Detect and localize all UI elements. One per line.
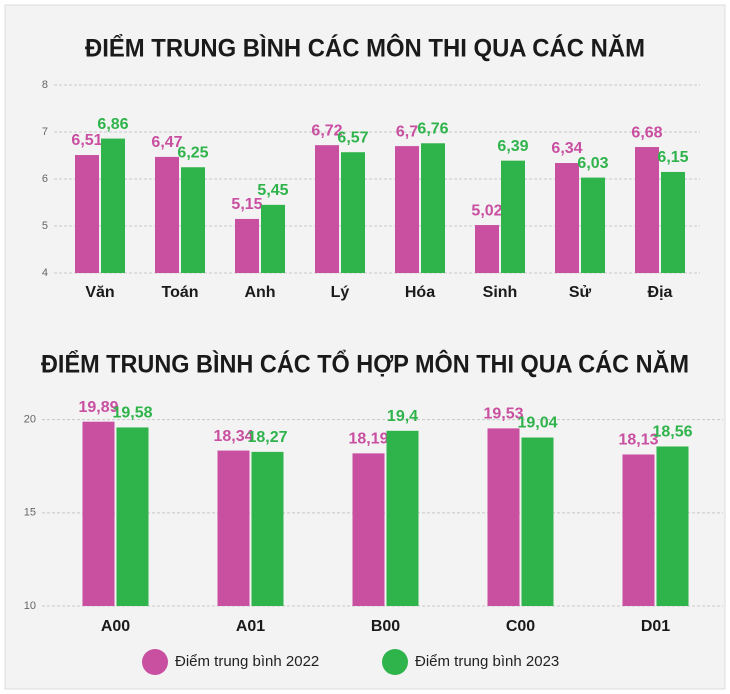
bar — [352, 453, 385, 606]
value-label: 19,58 — [112, 405, 152, 422]
value-label: 18,27 — [247, 429, 287, 446]
y-tick-label: 7 — [42, 126, 48, 138]
bar — [475, 225, 499, 273]
legend-label: Điểm trung bình 2022 — [175, 653, 319, 670]
bar — [315, 145, 339, 273]
y-tick-label: 4 — [42, 267, 48, 279]
bar — [235, 218, 259, 273]
y-tick-label: 20 — [24, 414, 36, 426]
bar — [386, 430, 419, 606]
bar — [501, 160, 525, 273]
value-label: 19,53 — [483, 406, 523, 423]
x-tick-label: Lý — [331, 284, 350, 301]
x-tick-label: Sinh — [483, 284, 518, 301]
bar — [82, 421, 115, 606]
value-label: 6,47 — [151, 134, 182, 151]
chart-title: ĐIỂM TRUNG BÌNH CÁC MÔN THI QUA CÁC NĂM — [85, 33, 645, 63]
bar — [581, 177, 605, 273]
bar — [555, 163, 579, 273]
value-label: 5,45 — [257, 182, 288, 199]
value-label: 6,68 — [631, 124, 662, 141]
bar — [261, 204, 285, 273]
value-label: 5,15 — [231, 196, 262, 213]
bar — [487, 428, 520, 606]
value-label: 6,51 — [71, 132, 102, 149]
bar — [251, 451, 284, 606]
value-label: 19,04 — [517, 415, 557, 432]
bar — [217, 450, 250, 606]
value-label: 18,19 — [348, 431, 388, 448]
x-tick-label: Văn — [85, 284, 114, 301]
value-label: 6,76 — [417, 120, 448, 137]
bar — [155, 156, 179, 273]
value-label: 6,15 — [657, 149, 688, 166]
bar — [622, 454, 655, 606]
value-label: 6,86 — [97, 116, 128, 133]
x-tick-label: B00 — [371, 618, 400, 635]
value-label: 19,4 — [387, 408, 418, 425]
value-label: 19,89 — [78, 399, 118, 416]
bar — [341, 152, 365, 273]
x-tick-label: Hóa — [405, 284, 435, 301]
value-label: 6,72 — [311, 122, 342, 139]
value-label: 6,7 — [396, 123, 418, 140]
x-tick-label: A01 — [236, 618, 265, 635]
bar — [75, 155, 99, 273]
bar — [521, 437, 554, 606]
legend-label: Điểm trung bình 2023 — [415, 653, 559, 670]
x-tick-label: Anh — [244, 284, 275, 301]
x-tick-label: Địa — [648, 284, 673, 301]
x-tick-label: A00 — [101, 618, 130, 635]
value-label: 6,25 — [177, 144, 208, 161]
value-label: 18,56 — [652, 424, 692, 441]
bar — [635, 147, 659, 273]
x-tick-label: Toán — [161, 284, 198, 301]
bar — [656, 446, 689, 606]
y-tick-label: 5 — [42, 220, 48, 232]
bar — [101, 138, 125, 273]
x-tick-label: D01 — [641, 618, 670, 635]
x-tick-label: C00 — [506, 618, 535, 635]
legend-swatch — [142, 649, 168, 675]
value-label: 6,03 — [577, 155, 608, 172]
value-label: 6,39 — [497, 138, 528, 155]
x-tick-label: Sử — [569, 284, 592, 301]
bar — [421, 143, 445, 273]
bar — [116, 427, 149, 606]
bar — [661, 171, 685, 273]
value-label: 6,34 — [551, 140, 582, 157]
y-tick-label: 15 — [24, 507, 36, 519]
y-tick-label: 10 — [24, 600, 36, 612]
bar — [395, 146, 419, 273]
value-label: 6,57 — [337, 129, 368, 146]
chart-title: ĐIỂM TRUNG BÌNH CÁC TỔ HỢP MÔN THI QUA C… — [41, 349, 689, 379]
value-label: 18,34 — [213, 428, 253, 445]
y-tick-label: 8 — [42, 79, 48, 91]
value-label: 5,02 — [471, 202, 502, 219]
legend-swatch — [382, 649, 408, 675]
value-label: 18,13 — [618, 432, 658, 449]
y-tick-label: 6 — [42, 173, 48, 185]
bar — [181, 167, 205, 273]
